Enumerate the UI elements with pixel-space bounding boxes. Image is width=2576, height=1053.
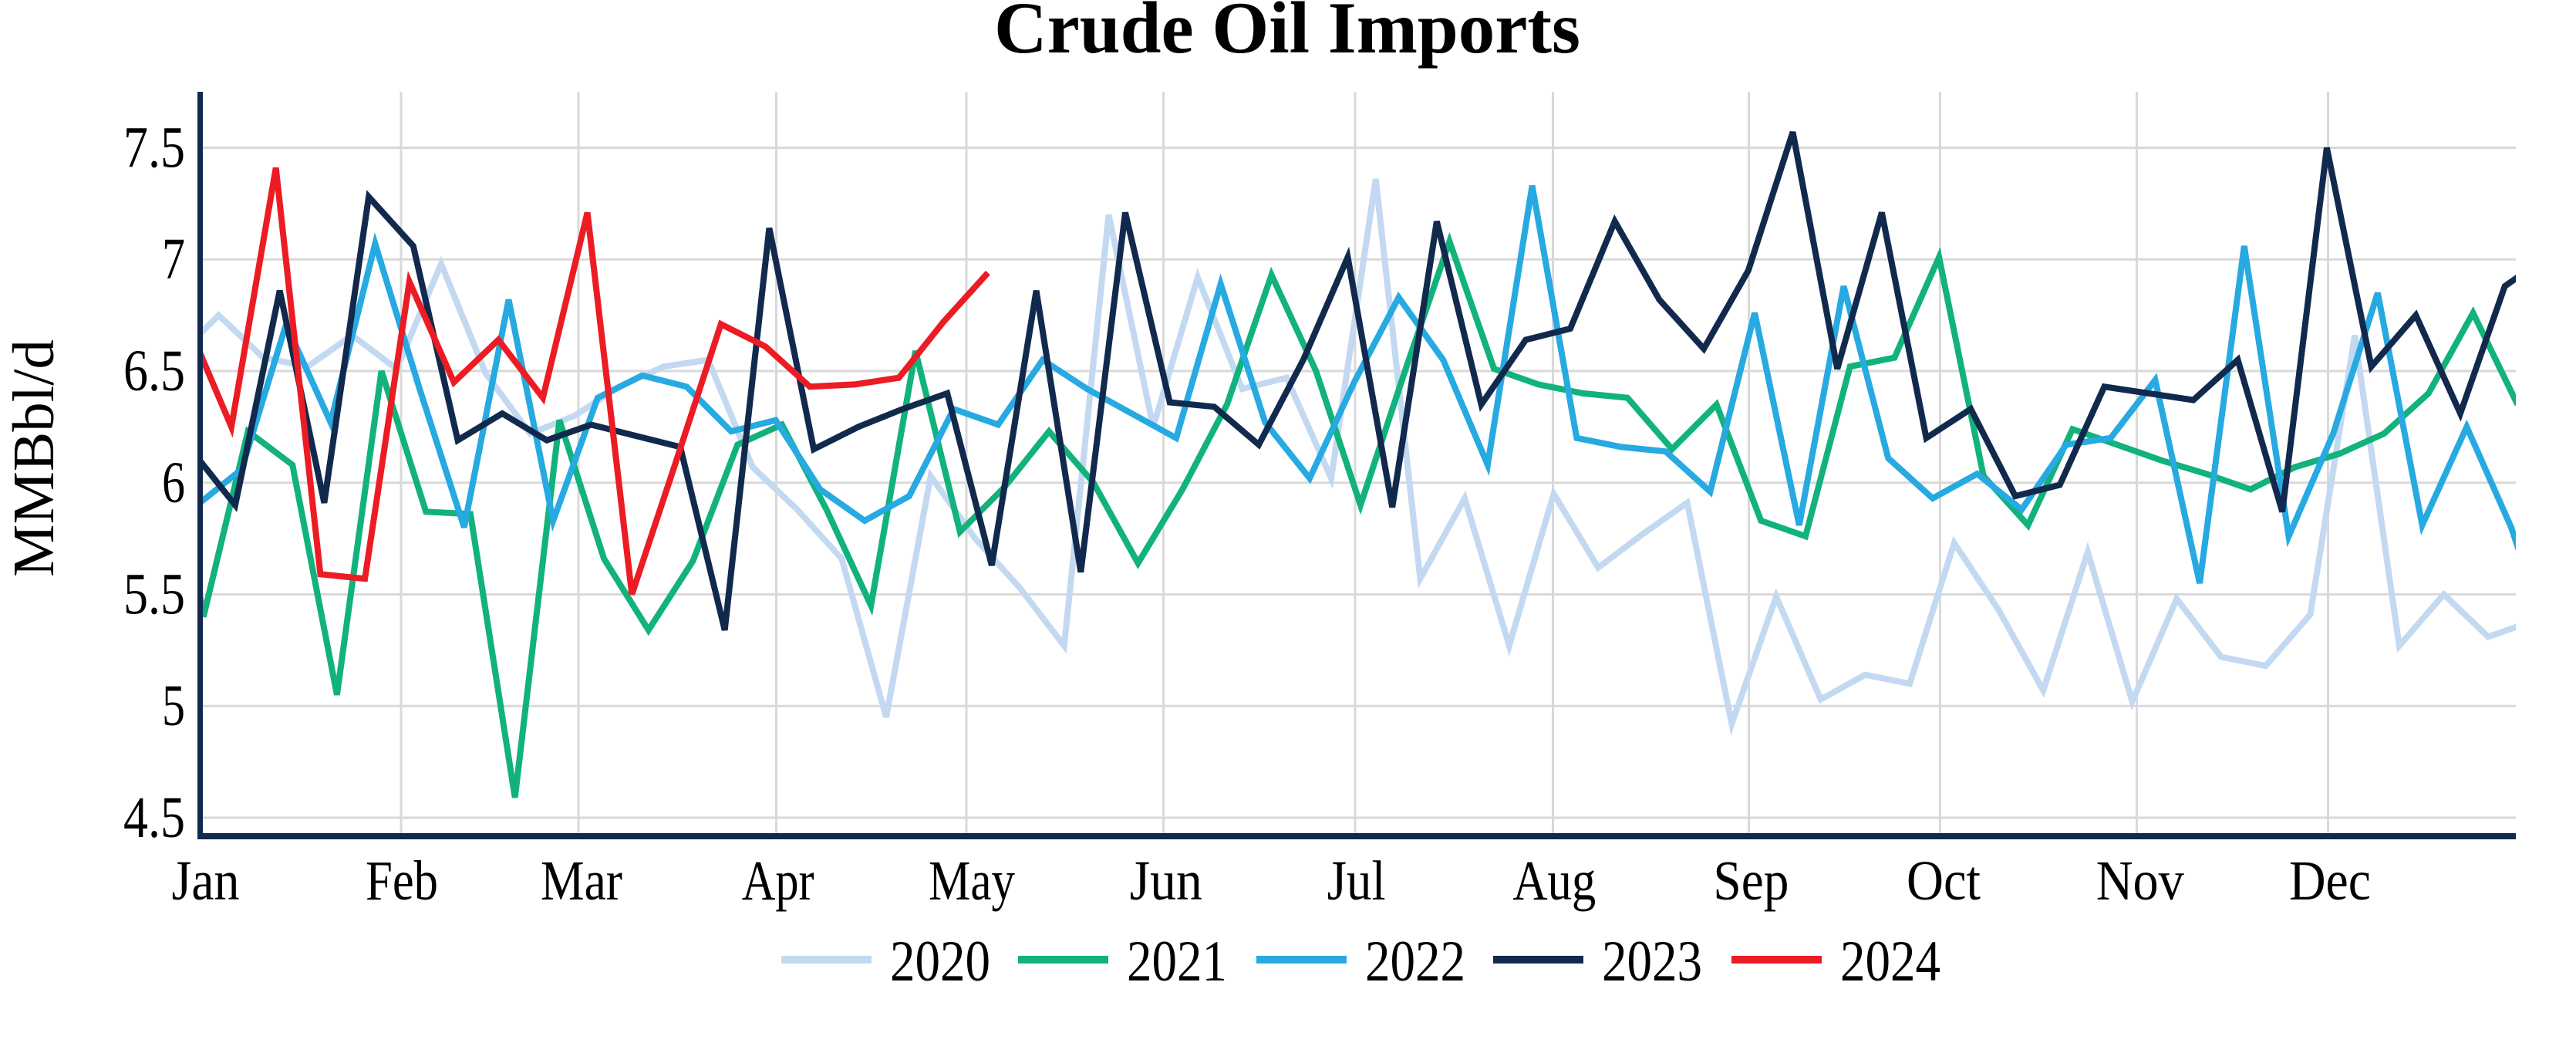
svg-text:Jun: Jun (1130, 849, 1202, 912)
svg-text:6: 6 (162, 451, 185, 515)
svg-text:4.5: 4.5 (123, 785, 185, 850)
svg-text:Aug: Aug (1512, 849, 1596, 912)
svg-text:Jul: Jul (1327, 849, 1386, 912)
svg-text:Dec: Dec (2289, 849, 2371, 912)
svg-text:Jan: Jan (172, 849, 240, 912)
svg-text:2021: 2021 (1127, 930, 1227, 994)
svg-text:7: 7 (162, 227, 185, 292)
svg-text:2023: 2023 (1602, 930, 1702, 994)
svg-text:Crude Oil Imports: Crude Oil Imports (994, 0, 1580, 69)
svg-text:2020: 2020 (890, 930, 990, 994)
svg-text:2022: 2022 (1365, 930, 1465, 994)
svg-text:May: May (929, 849, 1015, 912)
svg-text:5.5: 5.5 (123, 562, 185, 627)
svg-text:Feb: Feb (366, 849, 438, 912)
svg-text:Apr: Apr (742, 849, 814, 912)
svg-text:6.5: 6.5 (123, 339, 185, 403)
svg-text:7.5: 7.5 (123, 116, 185, 181)
svg-text:Nov: Nov (2096, 849, 2184, 912)
svg-text:MMBbl/d: MMBbl/d (2, 339, 66, 577)
svg-text:5: 5 (162, 673, 185, 738)
svg-text:2024: 2024 (1840, 930, 1940, 994)
svg-text:Oct: Oct (1907, 849, 1981, 912)
svg-text:Sep: Sep (1713, 849, 1789, 912)
svg-text:Mar: Mar (541, 849, 622, 912)
